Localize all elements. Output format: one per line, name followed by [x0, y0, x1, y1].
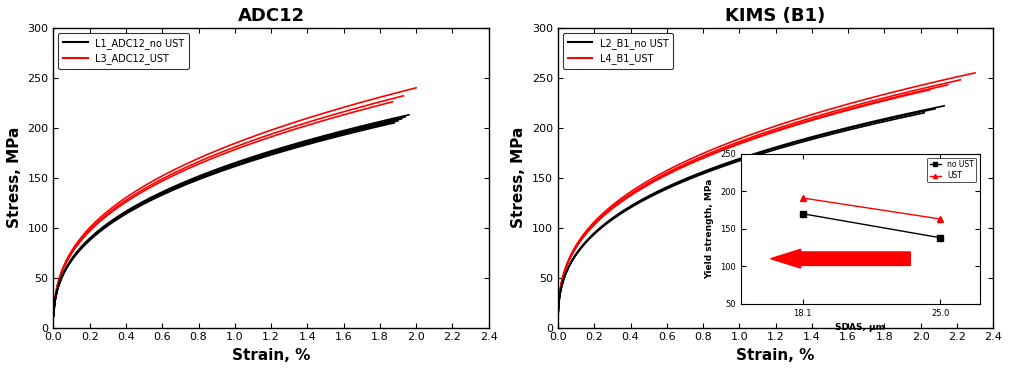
Y-axis label: Stress, MPa: Stress, MPa	[512, 127, 527, 228]
X-axis label: Strain, %: Strain, %	[232, 348, 310, 363]
Y-axis label: Stress, MPa: Stress, MPa	[7, 127, 22, 228]
Legend: L2_B1_no UST, L4_B1_UST: L2_B1_no UST, L4_B1_UST	[563, 33, 673, 69]
Legend: L1_ADC12_no UST, L3_ADC12_UST: L1_ADC12_no UST, L3_ADC12_UST	[59, 33, 190, 69]
Title: KIMS (B1): KIMS (B1)	[725, 7, 825, 25]
X-axis label: Strain, %: Strain, %	[737, 348, 814, 363]
Title: ADC12: ADC12	[237, 7, 305, 25]
